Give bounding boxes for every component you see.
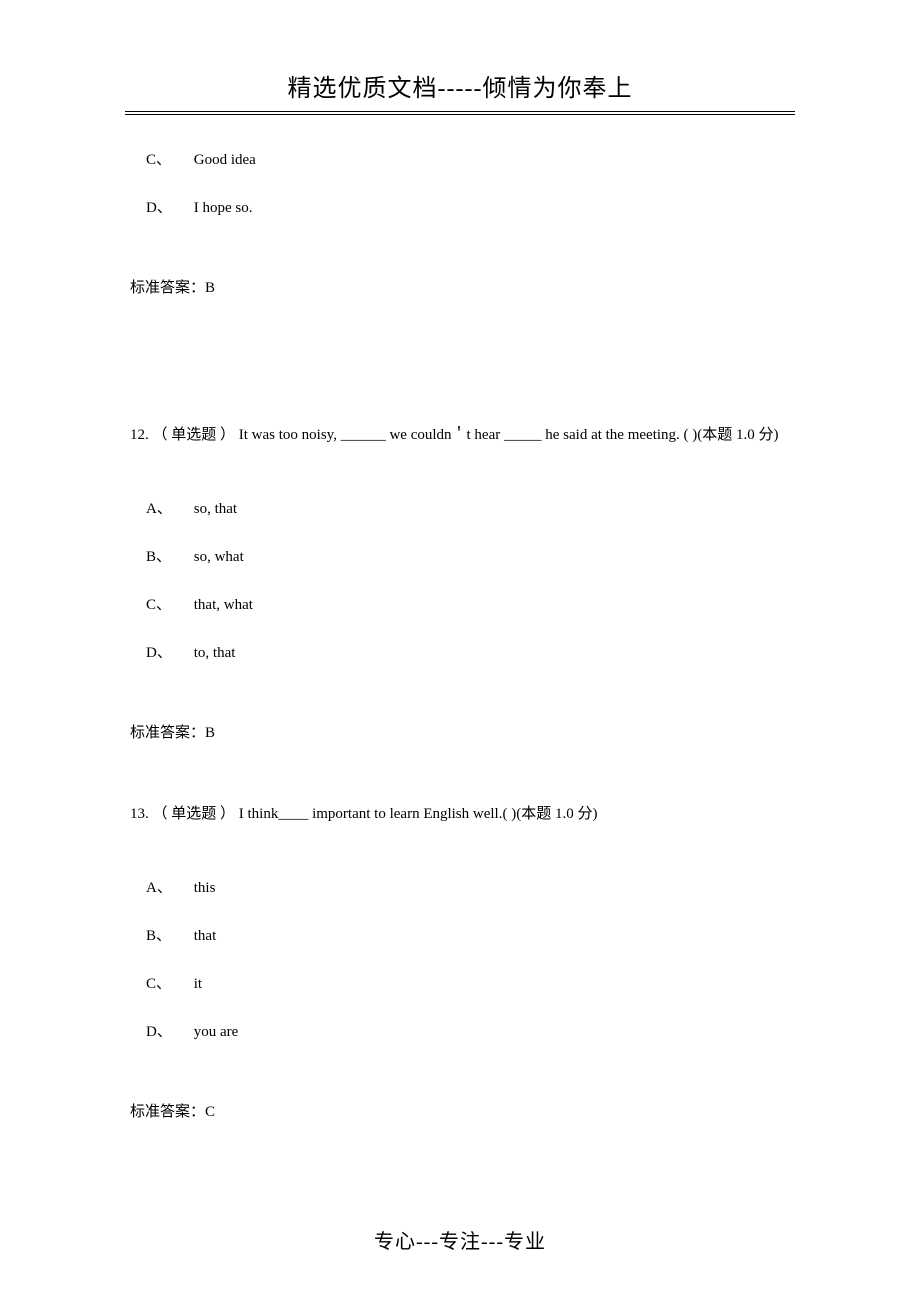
option-label: C、 bbox=[146, 972, 190, 996]
q12-options: A、 so, that B、 so, what C、 that, what D、… bbox=[130, 497, 790, 665]
option-text: so, what bbox=[194, 549, 244, 565]
option-label: D、 bbox=[146, 1020, 190, 1044]
question-12: 12. （ 单选题 ） It was too noisy, ______ we … bbox=[130, 422, 790, 745]
page-footer: 专心---专注---专业 bbox=[0, 1225, 920, 1254]
q13-option-d: D、 you are bbox=[130, 1020, 790, 1044]
q12-option-b: B、 so, what bbox=[130, 545, 790, 569]
question-number: 13. bbox=[130, 806, 149, 822]
question-text: 13. （ 单选题 ） I think____ important to lea… bbox=[130, 801, 790, 828]
answer-label: 标准答案： bbox=[130, 725, 205, 741]
option-label: A、 bbox=[146, 497, 190, 521]
option-text: so, that bbox=[194, 501, 237, 517]
page-title: 精选优质文档-----倾情为你奉上 bbox=[0, 68, 920, 103]
main-content: C、 Good idea D、 I hope so. 标准答案：B 12. （ … bbox=[0, 120, 920, 1124]
option-label: B、 bbox=[146, 924, 190, 948]
option-text: Good idea bbox=[194, 152, 256, 168]
q13-option-c: C、 it bbox=[130, 972, 790, 996]
answer-value: B bbox=[205, 725, 215, 741]
header-divider bbox=[125, 111, 795, 112]
option-label: B、 bbox=[146, 545, 190, 569]
question-score: (本题 1.0 分) bbox=[516, 806, 597, 822]
q12-option-a: A、 so, that bbox=[130, 497, 790, 521]
answer-value: B bbox=[205, 280, 215, 296]
question-score: (本题 1.0 分) bbox=[697, 427, 778, 443]
option-label: D、 bbox=[146, 641, 190, 665]
footer-text: 专心---专注---专业 bbox=[374, 1231, 546, 1253]
option-text: to, that bbox=[194, 645, 236, 661]
q12-answer: 标准答案：B bbox=[130, 721, 790, 745]
option-text: that bbox=[194, 928, 217, 944]
q13-options: A、 this B、 that C、 it D、 you are bbox=[130, 876, 790, 1044]
option-text: I hope so. bbox=[194, 200, 253, 216]
question-stem: I think____ important to learn English w… bbox=[239, 806, 516, 822]
q12-option-c: C、 that, what bbox=[130, 593, 790, 617]
q13-answer: 标准答案：C bbox=[130, 1100, 790, 1124]
question-13: 13. （ 单选题 ） I think____ important to lea… bbox=[130, 801, 790, 1124]
question-type: （ 单选题 ） bbox=[153, 806, 236, 822]
question-stem: It was too noisy, ______ we couldn＇t hea… bbox=[239, 427, 698, 443]
q11-option-d: D、 I hope so. bbox=[130, 196, 790, 220]
question-type: （ 单选题 ） bbox=[153, 427, 236, 443]
option-label: C、 bbox=[146, 148, 190, 172]
question-text: 12. （ 单选题 ） It was too noisy, ______ we … bbox=[130, 422, 790, 449]
option-label: A、 bbox=[146, 876, 190, 900]
page-header: 精选优质文档-----倾情为你奉上 bbox=[0, 0, 920, 120]
option-text: that, what bbox=[194, 597, 253, 613]
answer-value: C bbox=[205, 1104, 215, 1120]
q13-option-a: A、 this bbox=[130, 876, 790, 900]
q11-option-c: C、 Good idea bbox=[130, 148, 790, 172]
q13-option-b: B、 that bbox=[130, 924, 790, 948]
option-text: it bbox=[194, 976, 202, 992]
q12-option-d: D、 to, that bbox=[130, 641, 790, 665]
answer-label: 标准答案： bbox=[130, 280, 205, 296]
option-label: D、 bbox=[146, 196, 190, 220]
option-text: you are bbox=[194, 1024, 239, 1040]
option-label: C、 bbox=[146, 593, 190, 617]
option-text: this bbox=[194, 880, 216, 896]
q11-answer: 标准答案：B bbox=[130, 276, 790, 300]
answer-label: 标准答案： bbox=[130, 1104, 205, 1120]
question-number: 12. bbox=[130, 427, 149, 443]
